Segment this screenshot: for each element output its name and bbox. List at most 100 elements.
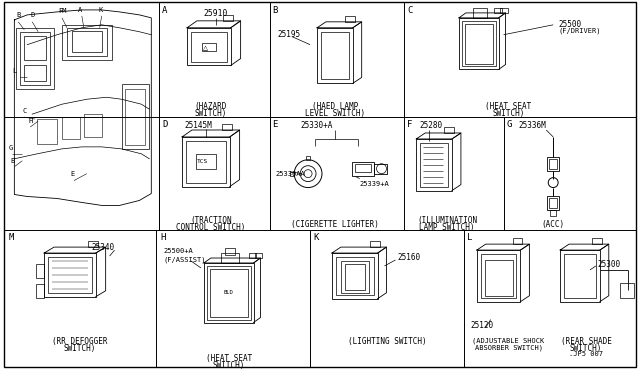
Bar <box>370 241 380 247</box>
Bar <box>196 154 216 169</box>
Bar <box>420 143 448 187</box>
Text: 25330+A: 25330+A <box>300 121 333 130</box>
Bar <box>223 15 233 21</box>
Bar <box>306 156 310 160</box>
Text: SWITCH): SWITCH) <box>212 361 245 370</box>
Text: (F/ASSIST): (F/ASSIST) <box>163 256 205 263</box>
Text: H: H <box>28 118 33 124</box>
Text: (F/DRIVER): (F/DRIVER) <box>558 28 601 34</box>
Text: 25910: 25910 <box>204 9 228 18</box>
Text: LAMP SWITCH): LAMP SWITCH) <box>419 223 475 232</box>
Text: (HAED LAMP: (HAED LAMP <box>312 102 358 111</box>
Bar <box>207 266 250 320</box>
Text: (LIGHTING SWITCH): (LIGHTING SWITCH) <box>348 337 427 346</box>
Bar <box>332 253 378 299</box>
Bar <box>24 64 46 81</box>
Text: SWITCH): SWITCH) <box>63 344 96 353</box>
Bar <box>493 8 502 13</box>
Text: A: A <box>78 7 82 13</box>
Bar <box>221 124 232 130</box>
Text: (ADJUSTABLE SHOCK: (ADJUSTABLE SHOCK <box>472 337 545 344</box>
Text: B: B <box>17 12 20 18</box>
Text: SWITCH): SWITCH) <box>570 344 602 353</box>
Text: 25145M: 25145M <box>184 121 212 130</box>
Bar <box>345 16 355 22</box>
Text: E: E <box>273 120 278 129</box>
Bar <box>125 89 145 145</box>
Text: M: M <box>8 233 14 242</box>
Text: ABSORBER SWITCH): ABSORBER SWITCH) <box>474 344 543 351</box>
Text: (TRACTION: (TRACTION <box>190 217 232 225</box>
Bar <box>416 139 452 190</box>
Bar <box>620 283 634 298</box>
Bar <box>62 117 80 139</box>
Text: TCS: TCS <box>197 159 209 164</box>
Bar <box>345 264 365 290</box>
Text: 25339+A: 25339+A <box>360 181 390 187</box>
Text: G: G <box>507 120 512 129</box>
Text: (REAR SHADE: (REAR SHADE <box>561 337 611 346</box>
Bar <box>255 253 262 258</box>
Bar <box>592 238 602 244</box>
Bar <box>481 254 516 298</box>
Text: (ILLUMINATION: (ILLUMINATION <box>417 217 477 225</box>
Text: 25300: 25300 <box>598 260 621 269</box>
Text: (HEAT SEAT: (HEAT SEAT <box>485 102 532 111</box>
Bar <box>24 36 46 60</box>
Bar <box>549 199 557 208</box>
Bar <box>484 260 513 296</box>
Bar <box>36 264 44 278</box>
Text: C: C <box>407 6 413 15</box>
Bar <box>462 21 495 67</box>
Bar <box>549 159 557 169</box>
Text: LEVEL SWITCH): LEVEL SWITCH) <box>305 109 365 118</box>
Bar <box>317 28 353 83</box>
Text: 25500+A: 25500+A <box>163 248 193 254</box>
Text: BLD: BLD <box>224 290 234 295</box>
Bar <box>444 127 454 133</box>
Text: D: D <box>30 12 35 18</box>
Text: SWITCH): SWITCH) <box>492 109 525 118</box>
Text: 25280: 25280 <box>419 121 442 130</box>
Bar <box>187 28 230 65</box>
Text: A: A <box>162 6 168 15</box>
Bar <box>465 24 493 64</box>
Text: B: B <box>10 158 15 164</box>
Text: K: K <box>313 233 319 242</box>
Text: 25330AA: 25330AA <box>275 171 305 177</box>
Text: K: K <box>99 7 103 13</box>
Text: 25120: 25120 <box>471 321 494 330</box>
Text: SWITCH): SWITCH) <box>195 109 227 118</box>
Bar <box>20 32 50 85</box>
Bar <box>225 248 235 255</box>
Bar <box>48 257 92 293</box>
Bar <box>17 28 54 89</box>
Text: B: B <box>273 6 278 15</box>
Bar <box>210 269 248 317</box>
Text: E: E <box>70 171 74 177</box>
Bar <box>352 162 374 176</box>
Text: (HAZARD: (HAZARD <box>195 102 227 111</box>
Text: F: F <box>407 120 413 129</box>
Bar <box>84 114 102 137</box>
Bar <box>560 250 600 302</box>
Bar <box>355 164 371 172</box>
Text: D: D <box>162 120 168 129</box>
Bar <box>500 8 508 13</box>
Text: 25336M: 25336M <box>518 121 546 130</box>
Bar <box>564 254 596 298</box>
Text: .JP5 007: .JP5 007 <box>569 351 603 357</box>
Bar <box>44 253 96 297</box>
Bar <box>547 196 559 211</box>
Text: 25340: 25340 <box>92 243 115 252</box>
Bar <box>62 25 111 60</box>
Bar <box>67 28 107 55</box>
Bar <box>248 253 257 258</box>
Bar <box>191 32 227 61</box>
Text: L: L <box>12 68 17 74</box>
Text: L: L <box>467 233 472 242</box>
Text: (CIGERETTE LIGHTER): (CIGERETTE LIGHTER) <box>291 220 379 229</box>
Bar <box>550 211 556 217</box>
Bar <box>459 18 499 70</box>
Text: C: C <box>22 108 26 114</box>
